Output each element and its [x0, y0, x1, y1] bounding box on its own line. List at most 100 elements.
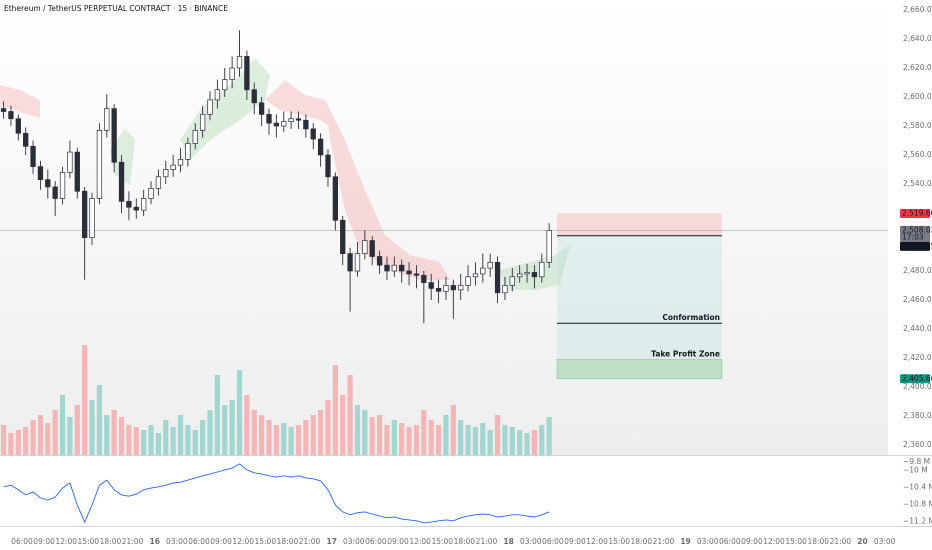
x-tick-label: 12:00	[763, 537, 785, 546]
x-tick-label: 06:00	[365, 537, 387, 546]
candle-body	[376, 256, 383, 266]
volume-bar	[288, 427, 294, 455]
candle-body	[428, 282, 434, 289]
volume-bar	[244, 395, 250, 455]
candle-body	[96, 130, 103, 199]
x-tick-label: 09:00	[210, 537, 232, 546]
x-tick-label: 18:00	[807, 537, 829, 546]
candle-body	[192, 130, 198, 144]
volume-bar	[259, 415, 265, 455]
candle-body	[413, 273, 420, 276]
candle-body	[435, 288, 442, 292]
x-tick-label: 03:00	[520, 537, 542, 546]
volume-bar	[236, 370, 243, 455]
candle-body	[155, 176, 162, 189]
volume-bar	[82, 345, 88, 455]
candle-body	[236, 56, 243, 69]
x-tick-label: 18:00	[100, 537, 122, 546]
x-tick-label: 06:00	[188, 537, 210, 546]
volume-bar	[303, 420, 309, 455]
volume-bar	[318, 410, 324, 455]
candle-body	[222, 79, 228, 91]
candle-body	[244, 56, 250, 91]
x-tick-label: 03:00	[874, 537, 896, 546]
volume-bar	[185, 425, 191, 455]
x-tick-label: 21:00	[653, 537, 675, 546]
candle-body	[67, 151, 73, 173]
volume-bar	[443, 415, 449, 455]
volume-bar	[200, 420, 206, 455]
candle-body	[406, 270, 412, 275]
y-tick-label: 2,580.00	[903, 121, 932, 130]
volume-bar	[8, 433, 14, 455]
volume-bar	[347, 375, 353, 455]
candle-body	[251, 89, 257, 104]
volume-bar	[340, 395, 346, 455]
candle-body	[369, 240, 375, 257]
volume-bar	[30, 420, 36, 455]
volume-bar	[332, 365, 338, 455]
price-pane	[0, 0, 888, 455]
candle-body	[59, 172, 66, 199]
y-tick-label: 2,660.00	[903, 5, 932, 14]
candle-body	[177, 159, 184, 166]
x-tick-label: 06:00	[11, 537, 33, 546]
x-tick-label: 16	[149, 537, 159, 546]
y-tick-label: 2,480.00	[903, 266, 932, 275]
price-label: 2,405.66	[902, 374, 932, 383]
candle-body	[148, 188, 154, 199]
candle-body	[281, 121, 287, 127]
candle-body	[340, 219, 346, 254]
chart-title: Ethereum / TetherUS PERPETUAL CONTRACT ·…	[4, 4, 228, 13]
volume-bar	[450, 405, 456, 455]
volume-bar	[376, 415, 383, 455]
x-tick-label: 15:00	[608, 537, 630, 546]
x-tick-label: 15:00	[254, 537, 276, 546]
volume-bar	[229, 400, 235, 455]
volume-bar	[155, 433, 161, 455]
candle-body	[524, 272, 530, 275]
volume-bar	[531, 430, 538, 455]
volume-bar	[192, 430, 198, 455]
volume-bar	[126, 425, 132, 455]
volume-bar	[354, 405, 361, 455]
y-tick-label: 2,560.00	[903, 150, 932, 159]
y-tick-label: 2,360.00	[903, 440, 932, 449]
volume-bar	[399, 423, 405, 455]
x-tick-label: 18:00	[454, 537, 476, 546]
volume-bar	[148, 425, 154, 455]
volume-bar	[295, 425, 302, 455]
candle-body	[185, 143, 191, 160]
take-profit-zone	[556, 359, 723, 380]
x-tick-label: 19	[680, 537, 690, 546]
candle-body	[111, 108, 117, 163]
volume-bar	[96, 385, 103, 455]
candle-body	[118, 161, 125, 202]
x-tick-label: 03:00	[697, 537, 719, 546]
candle-body	[52, 186, 58, 199]
price-label-box	[900, 374, 930, 384]
candle-body	[472, 273, 479, 278]
volume-bar	[74, 405, 80, 455]
volume-bar	[214, 375, 220, 455]
candle-body	[391, 264, 397, 272]
candle-body	[546, 230, 552, 263]
volume-bar	[45, 423, 51, 455]
price-label: 2,504.35	[902, 241, 932, 250]
x-tick-label: 06:00	[719, 537, 741, 546]
stop-zone	[557, 213, 722, 236]
x-tick-label: 06:00	[542, 537, 564, 546]
volume-bar	[369, 417, 375, 455]
candle-body	[126, 201, 132, 208]
x-tick-label: 03:00	[166, 537, 188, 546]
candle-body	[384, 264, 390, 272]
volume-bar	[458, 420, 464, 455]
x-tick-label: 15:00	[78, 537, 100, 546]
volume-bar	[472, 427, 479, 455]
indicator-line	[3, 463, 550, 524]
candle-body	[421, 274, 427, 283]
volume-bar	[509, 427, 515, 455]
candle-body	[214, 89, 221, 101]
candle-body	[531, 272, 538, 278]
